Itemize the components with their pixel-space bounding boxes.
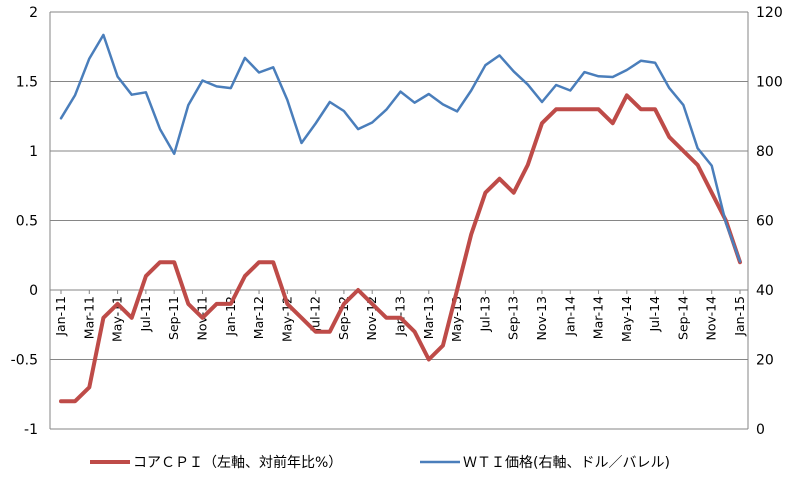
x-axis: Jan-11 Mar-11 May-11 Jul-11 Sep-11 Nov-11 Jan-… xyxy=(53,290,747,342)
x-tick-label: Sep-11 xyxy=(166,296,181,340)
x-tick-label: Jul-14 xyxy=(647,296,662,333)
y-left-tick-label: 0.5 xyxy=(16,214,38,230)
y-left-tick-label: 0 xyxy=(29,283,38,299)
x-tick-label: Mar-13 xyxy=(421,296,436,339)
y-left-tick-label: -0.5 xyxy=(11,353,38,369)
x-tick-label: Jul-12 xyxy=(308,296,323,333)
x-tick-label: Nov-13 xyxy=(534,296,549,340)
legend: コアＣＰＩ（左軸、対前年比%） ＷＴＩ価格(右軸、ドル／バレル) xyxy=(90,454,670,471)
y-right-tick-label: 20 xyxy=(756,353,774,369)
y-axis-left: -1 -0.5 0 0.5 1 1.5 2 xyxy=(11,5,38,438)
y-right-tick-label: 100 xyxy=(756,75,783,91)
legend-core-cpi-label: コアＣＰＩ（左軸、対前年比%） xyxy=(133,454,342,471)
x-tick-label: Mar-12 xyxy=(251,296,266,339)
wti-price-line xyxy=(59,33,742,263)
x-tick-label: Jul-13 xyxy=(477,296,492,333)
x-tick-label: Sep-12 xyxy=(336,296,351,340)
y-axis-right: 0 20 40 60 80 100 120 xyxy=(756,5,783,438)
y-right-tick-label: 40 xyxy=(756,283,774,299)
y-right-tick-label: 120 xyxy=(756,5,783,21)
x-tick-label: Sep-13 xyxy=(506,296,521,340)
series-lines xyxy=(59,33,742,404)
x-tick-label: Nov-14 xyxy=(704,296,719,341)
x-tick-label: Jan-12 xyxy=(223,296,238,337)
y-left-tick-label: -1 xyxy=(24,422,38,438)
legend-wti-price-label: ＷＴＩ価格(右軸、ドル／バレル) xyxy=(463,455,670,471)
y-right-tick-label: 0 xyxy=(756,422,765,438)
y-left-tick-label: 2 xyxy=(29,5,38,21)
y-left-tick-label: 1.5 xyxy=(16,75,38,91)
x-tick-label: Jan-14 xyxy=(562,296,577,337)
y-right-tick-label: 60 xyxy=(756,214,774,230)
x-tick-label: May-14 xyxy=(619,296,634,342)
x-tick-label: Mar-14 xyxy=(591,296,606,339)
x-tick-label: Mar-11 xyxy=(81,296,96,339)
x-tick-label: Jan-15 xyxy=(732,296,747,337)
x-tick-label: Jan-11 xyxy=(53,296,68,337)
y-right-tick-label: 80 xyxy=(756,144,774,160)
core-cpi-line xyxy=(59,93,742,404)
y-left-tick-label: 1 xyxy=(29,144,38,160)
gridlines xyxy=(49,11,749,430)
x-tick-label: Sep-14 xyxy=(675,296,690,340)
x-tick-label: Jul-11 xyxy=(138,296,153,333)
